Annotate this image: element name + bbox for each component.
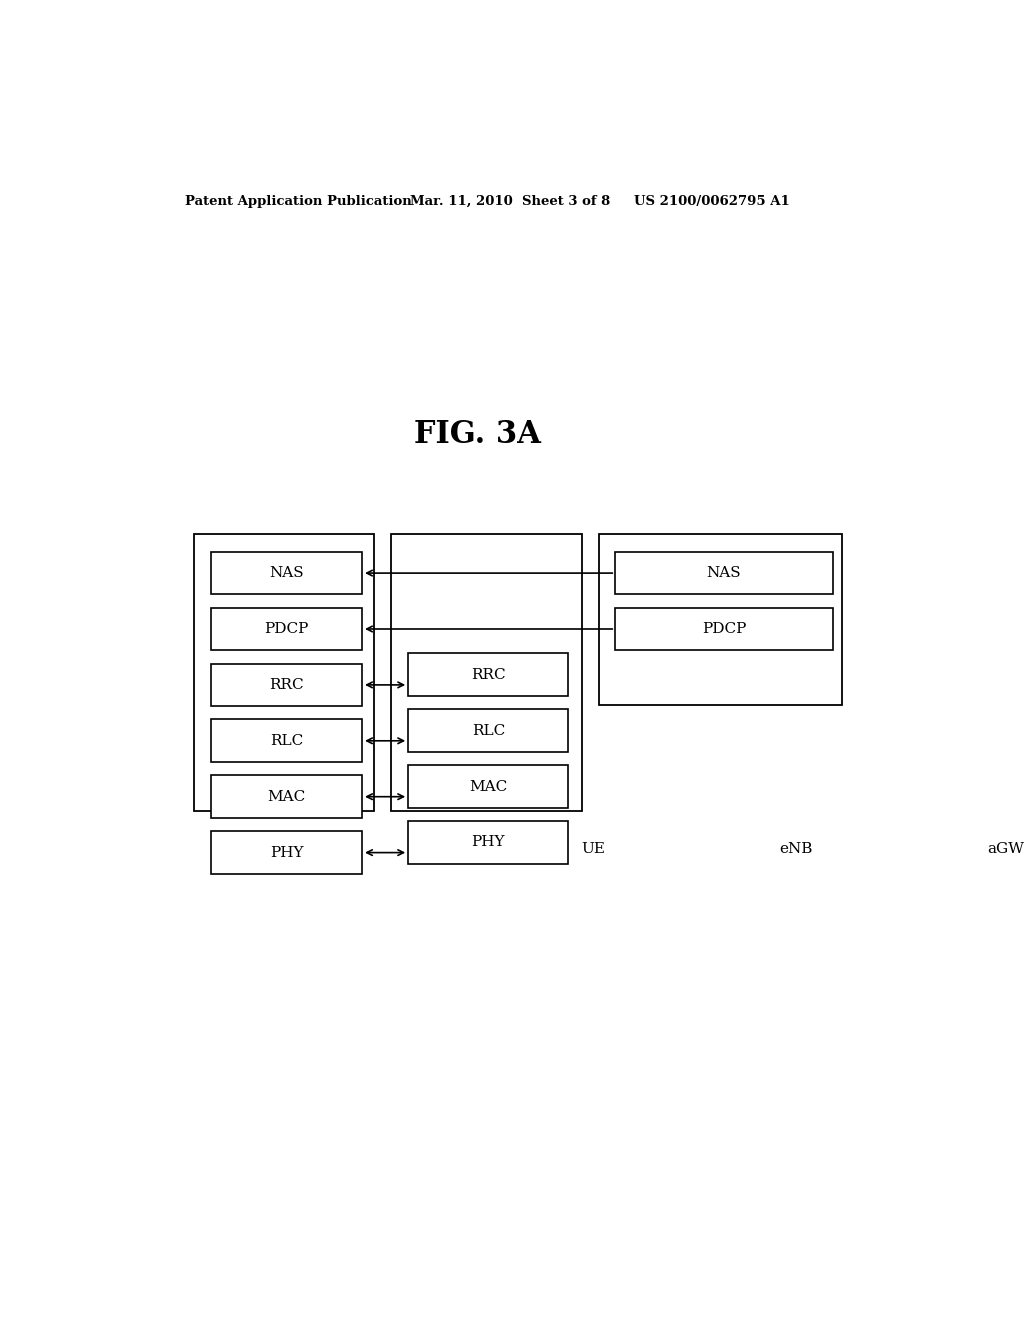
Bar bbox=[409, 766, 568, 808]
Text: RLC: RLC bbox=[472, 723, 505, 738]
Text: MAC: MAC bbox=[469, 780, 508, 793]
Bar bbox=[211, 719, 362, 762]
Bar bbox=[615, 552, 833, 594]
Text: NAS: NAS bbox=[269, 566, 304, 579]
Text: RLC: RLC bbox=[270, 734, 303, 748]
Text: MAC: MAC bbox=[267, 789, 306, 804]
Bar bbox=[211, 552, 362, 594]
Bar bbox=[409, 653, 568, 696]
Text: eNB: eNB bbox=[779, 842, 812, 857]
Bar bbox=[615, 607, 833, 651]
Bar bbox=[409, 709, 568, 752]
Bar bbox=[391, 535, 582, 810]
Text: PHY: PHY bbox=[471, 836, 505, 850]
Bar bbox=[211, 664, 362, 706]
Text: UE: UE bbox=[582, 842, 605, 857]
Text: PHY: PHY bbox=[270, 846, 303, 859]
Text: FIG. 3A: FIG. 3A bbox=[414, 420, 541, 450]
Bar bbox=[194, 535, 374, 810]
Text: US 2100/0062795 A1: US 2100/0062795 A1 bbox=[634, 195, 791, 209]
Bar bbox=[211, 607, 362, 651]
Text: NAS: NAS bbox=[707, 566, 741, 579]
Bar bbox=[409, 821, 568, 863]
Text: PDCP: PDCP bbox=[264, 622, 309, 636]
Bar bbox=[211, 775, 362, 818]
Bar bbox=[211, 832, 362, 874]
Text: RRC: RRC bbox=[269, 678, 304, 692]
Text: Mar. 11, 2010  Sheet 3 of 8: Mar. 11, 2010 Sheet 3 of 8 bbox=[410, 195, 610, 209]
Text: RRC: RRC bbox=[471, 668, 506, 681]
Text: aGW: aGW bbox=[987, 842, 1024, 857]
Text: Patent Application Publication: Patent Application Publication bbox=[185, 195, 412, 209]
Bar bbox=[599, 535, 843, 705]
Text: PDCP: PDCP bbox=[701, 622, 746, 636]
